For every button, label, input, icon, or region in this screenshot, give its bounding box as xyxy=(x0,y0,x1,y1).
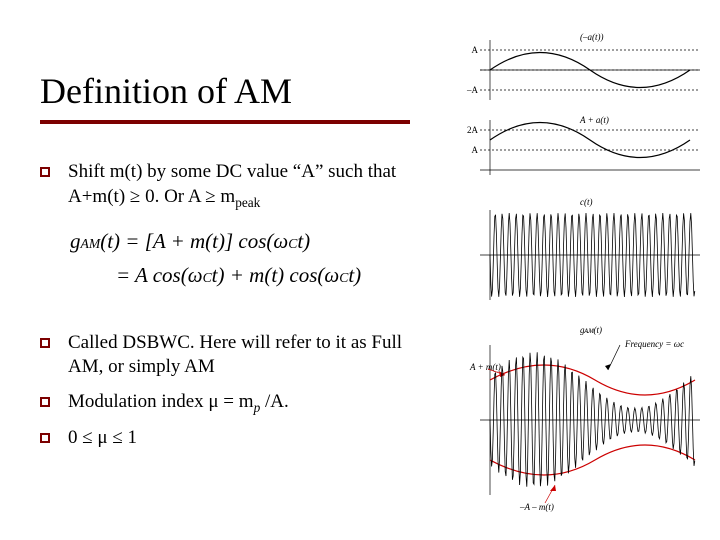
bullet-marker-icon xyxy=(40,167,50,177)
diagram-panel: (–a(t)) A –A A + a(t) 2A A c(t) xyxy=(440,30,710,520)
label-env-bot: –A – m(t) xyxy=(519,502,554,512)
title-underline xyxy=(40,120,410,124)
label-env-top: A + m(t) xyxy=(469,362,501,372)
label-gam: gᴀᴍ(t) xyxy=(580,325,602,335)
bullet-text: Called DSBWC. Here will refer to it as F… xyxy=(68,331,420,380)
bullet-item: Called DSBWC. Here will refer to it as F… xyxy=(40,331,420,380)
bullet-marker-icon xyxy=(40,433,50,443)
am-diagrams-svg: (–a(t)) A –A A + a(t) 2A A c(t) xyxy=(440,30,710,520)
bullet-list: Shift m(t) by some DC value “A” such tha… xyxy=(40,160,420,461)
label-minusA: –A xyxy=(466,85,479,95)
bullet-text: Modulation index μ = mp /A. xyxy=(68,390,289,416)
bullet-marker-icon xyxy=(40,338,50,348)
page-title: Definition of AM xyxy=(40,70,410,120)
bullet-text: Shift m(t) by some DC value “A” such tha… xyxy=(68,160,420,211)
label-A2: A xyxy=(472,145,479,155)
label-2A: 2A xyxy=(467,125,479,135)
bullet-text: 0 ≤ μ ≤ 1 xyxy=(68,426,137,451)
bullet-item: 0 ≤ μ ≤ 1 xyxy=(40,426,420,451)
bullet-item: Modulation index μ = mp /A. xyxy=(40,390,420,416)
bullet-item: Shift m(t) by some DC value “A” such tha… xyxy=(40,160,420,211)
label-freq: Frequency = ωc xyxy=(624,339,684,349)
label-shift: A + a(t) xyxy=(579,115,609,125)
label-A: A xyxy=(472,45,479,55)
label-mt: (–a(t)) xyxy=(580,32,604,42)
bullet-marker-icon xyxy=(40,397,50,407)
label-ct: c(t) xyxy=(580,197,593,207)
formula: gAM(t) = [A + m(t)] cos(ωCt) = A cos(ωCt… xyxy=(70,225,361,292)
